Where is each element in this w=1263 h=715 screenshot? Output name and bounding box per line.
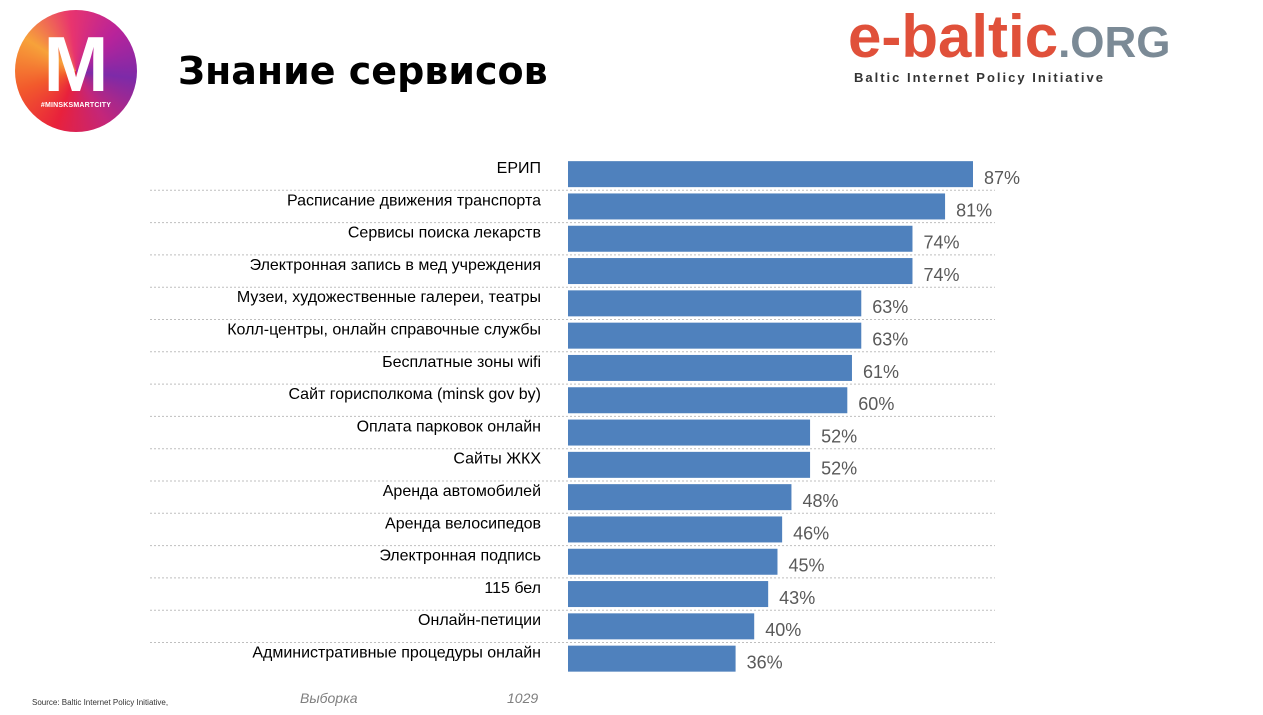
bar xyxy=(568,387,848,414)
category-label: Электронная запись в мед учреждения xyxy=(250,257,541,274)
category-label: Онлайн-петиции xyxy=(418,612,541,629)
category-label: 115 бел xyxy=(484,580,541,597)
category-label: Сервисы поиска лекарств xyxy=(348,225,541,242)
e-baltic-logo: e-baltic.ORG Baltic Internet Policy Init… xyxy=(848,3,1258,90)
bar xyxy=(568,322,862,349)
bar xyxy=(568,645,736,672)
brand-subtitle: Baltic Internet Policy Initiative xyxy=(854,70,1105,85)
value-label: 81% xyxy=(956,200,992,220)
value-label: 74% xyxy=(923,233,959,253)
source-note: Source: Baltic Internet Policy Initiativ… xyxy=(32,698,169,707)
minsk-smart-city-logo: M #MINSKSMARTCITY xyxy=(15,10,137,132)
bar xyxy=(568,193,946,220)
sample-label: Выборка xyxy=(300,690,358,706)
bar xyxy=(568,484,792,511)
bar xyxy=(568,290,862,317)
bar xyxy=(568,258,913,285)
bar xyxy=(568,613,755,640)
category-label: Электронная подпись xyxy=(379,548,541,565)
bar xyxy=(568,451,811,478)
bar xyxy=(568,516,783,543)
bar xyxy=(568,548,778,575)
bar xyxy=(568,161,973,188)
category-label: Аренда автомобилей xyxy=(383,483,541,500)
value-label: 46% xyxy=(793,523,829,543)
sample-value: 1029 xyxy=(507,690,539,706)
category-label: Оплата парковок онлайн xyxy=(357,418,541,435)
value-label: 48% xyxy=(802,491,838,511)
category-label: Расписание движения транспорта xyxy=(287,192,541,209)
category-label: Сайты ЖКХ xyxy=(453,451,541,468)
category-label: Музеи, художественные галереи, театры xyxy=(237,289,541,306)
bar xyxy=(568,225,913,252)
value-label: 63% xyxy=(872,330,908,350)
value-label: 63% xyxy=(872,297,908,317)
category-label: Аренда велосипедов xyxy=(385,515,541,532)
category-label: ЕРИП xyxy=(497,160,541,177)
value-label: 43% xyxy=(779,588,815,608)
value-label: 36% xyxy=(747,653,783,673)
category-label: Колл-центры, онлайн справочные службы xyxy=(227,322,541,339)
brand-wordmark: e-baltic.ORG xyxy=(848,2,1171,88)
value-label: 52% xyxy=(821,459,857,479)
page-title: Знание сервисов xyxy=(178,49,548,93)
bar xyxy=(568,354,852,381)
value-label: 60% xyxy=(858,394,894,414)
bar xyxy=(568,581,769,608)
value-label: 40% xyxy=(765,620,801,640)
value-label: 61% xyxy=(863,362,899,382)
value-label: 87% xyxy=(984,168,1020,188)
value-label: 74% xyxy=(923,265,959,285)
category-label: Бесплатные зоны wifi xyxy=(382,354,541,371)
value-label: 45% xyxy=(788,556,824,576)
category-label: Сайт горисполкома (minsk gov by) xyxy=(288,386,541,403)
bar xyxy=(568,419,811,446)
logo-tag: #MINSKSMARTCITY xyxy=(40,102,112,109)
value-label: 52% xyxy=(821,426,857,446)
brand-suffix-text: .ORG xyxy=(1058,18,1171,67)
logo-mark: M xyxy=(43,20,109,108)
brand-main-text: e-baltic xyxy=(848,3,1059,70)
category-label: Административные процедуры онлайн xyxy=(252,645,541,662)
